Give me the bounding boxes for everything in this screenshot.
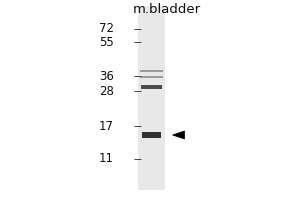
Text: 72: 72	[99, 22, 114, 36]
Polygon shape	[172, 131, 184, 139]
Text: 36: 36	[99, 70, 114, 82]
Text: 17: 17	[99, 119, 114, 132]
Bar	[138, 6, 165, 190]
Text: 11: 11	[99, 153, 114, 166]
Bar	[141, 85, 162, 89]
Bar	[140, 70, 163, 72]
Bar	[142, 132, 161, 138]
Text: 28: 28	[99, 85, 114, 98]
Bar	[140, 76, 163, 78]
Text: 55: 55	[99, 36, 114, 48]
Text: m.bladder: m.bladder	[132, 3, 201, 16]
